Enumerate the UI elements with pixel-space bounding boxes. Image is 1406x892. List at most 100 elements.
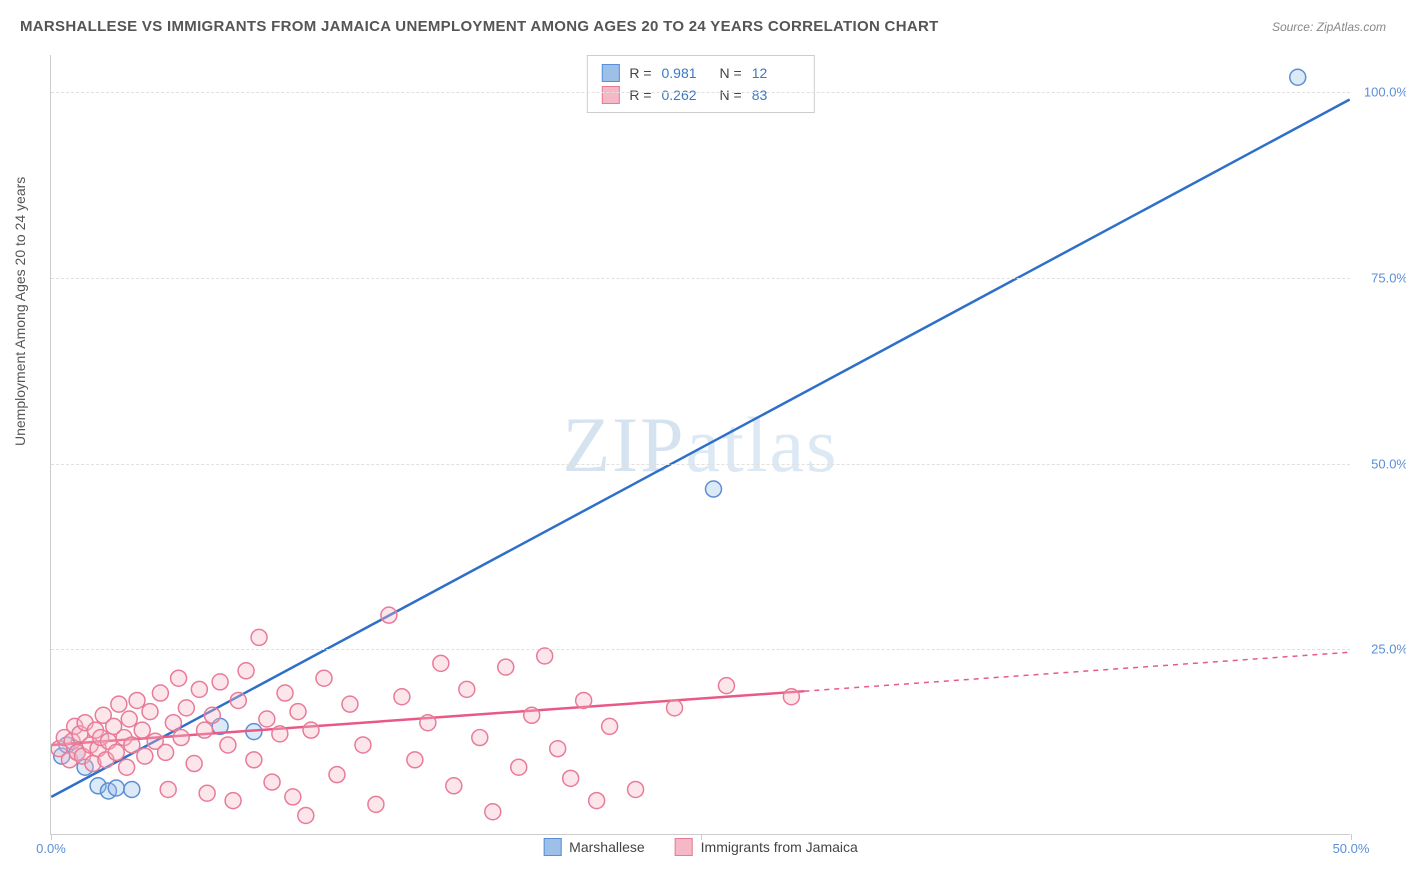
y-tick-label: 50.0%	[1371, 456, 1406, 471]
scatter-point	[178, 700, 194, 716]
scatter-point	[246, 724, 262, 740]
scatter-point	[173, 730, 189, 746]
scatter-point	[537, 648, 553, 664]
scatter-point	[212, 674, 228, 690]
stat-n-label: N =	[720, 87, 742, 103]
gridline-h	[51, 92, 1350, 93]
scatter-point	[498, 659, 514, 675]
scatter-point	[90, 778, 106, 794]
scatter-point	[197, 722, 213, 738]
scatter-point	[171, 670, 187, 686]
scatter-point	[147, 733, 163, 749]
scatter-point	[602, 718, 618, 734]
source-attribution: Source: ZipAtlas.com	[1272, 20, 1386, 34]
scatter-point	[158, 744, 174, 760]
scatter-point	[54, 748, 70, 764]
scatter-point	[77, 715, 93, 731]
scatter-point	[191, 681, 207, 697]
scatter-point	[212, 718, 228, 734]
scatter-point	[576, 692, 592, 708]
scatter-point	[160, 781, 176, 797]
scatter-point	[316, 670, 332, 686]
chart-title: MARSHALLESE VS IMMIGRANTS FROM JAMAICA U…	[20, 18, 939, 35]
scatter-point	[186, 756, 202, 772]
x-tick-label: 0.0%	[36, 841, 66, 856]
scatter-point	[718, 678, 734, 694]
scatter-point	[90, 741, 106, 757]
scatter-point	[75, 748, 91, 764]
legend-label: Immigrants from Jamaica	[701, 839, 858, 855]
plot-area: ZIPatlas R =0.981N =12R =0.262N =83 Mars…	[50, 55, 1350, 835]
scatter-point	[98, 752, 114, 768]
gridline-h	[51, 649, 1350, 650]
scatter-point	[783, 689, 799, 705]
scatter-point	[407, 752, 423, 768]
x-tick	[1351, 834, 1352, 840]
gridline-h	[51, 278, 1350, 279]
watermark-bold: ZIP	[563, 401, 686, 488]
watermark: ZIPatlas	[563, 400, 839, 490]
scatter-point	[1290, 69, 1306, 85]
watermark-thin: atlas	[686, 401, 839, 488]
scatter-point	[355, 737, 371, 753]
scatter-point	[124, 737, 140, 753]
legend-swatch	[601, 64, 619, 82]
stats-row: R =0.981N =12	[601, 62, 799, 84]
legend-item: Immigrants from Jamaica	[675, 838, 858, 856]
x-tick	[51, 834, 52, 840]
scatter-point	[85, 756, 101, 772]
scatter-point	[69, 744, 85, 760]
scatter-point	[433, 655, 449, 671]
scatter-point	[381, 607, 397, 623]
scatter-point	[459, 681, 475, 697]
chart-header: MARSHALLESE VS IMMIGRANTS FROM JAMAICA U…	[20, 18, 1386, 35]
y-axis-title: Unemployment Among Ages 20 to 24 years	[12, 177, 28, 446]
scatter-point	[116, 730, 132, 746]
source-prefix: Source:	[1272, 20, 1317, 34]
scatter-point	[298, 807, 314, 823]
y-tick-label: 100.0%	[1364, 85, 1406, 100]
stats-row: R =0.262N =83	[601, 84, 799, 106]
scatter-point	[342, 696, 358, 712]
scatter-point	[93, 730, 109, 746]
scatter-point	[199, 785, 215, 801]
gridline-h	[51, 464, 1350, 465]
regression-line	[51, 100, 1349, 797]
scatter-point	[225, 793, 241, 809]
scatter-point	[667, 700, 683, 716]
x-tick	[701, 834, 702, 840]
scatter-point	[303, 722, 319, 738]
bottom-legend: MarshalleseImmigrants from Jamaica	[543, 838, 858, 856]
scatter-point	[368, 796, 384, 812]
scatter-point	[264, 774, 280, 790]
scatter-point	[108, 780, 124, 796]
scatter-point	[485, 804, 501, 820]
scatter-point	[77, 759, 93, 775]
scatter-point	[285, 789, 301, 805]
scatter-point	[72, 726, 88, 742]
scatter-point	[220, 737, 236, 753]
scatter-point	[165, 715, 181, 731]
scatter-point	[238, 663, 254, 679]
legend-swatch	[601, 86, 619, 104]
regression-line	[51, 691, 804, 745]
chart-svg	[51, 55, 1350, 834]
scatter-point	[246, 752, 262, 768]
stat-n-label: N =	[720, 65, 742, 81]
x-tick-label: 50.0%	[1333, 841, 1370, 856]
scatter-point	[277, 685, 293, 701]
legend-swatch	[675, 838, 693, 856]
scatter-point	[100, 783, 116, 799]
scatter-point	[230, 692, 246, 708]
scatter-point	[119, 759, 135, 775]
scatter-point	[290, 704, 306, 720]
scatter-point	[100, 733, 116, 749]
scatter-point	[394, 689, 410, 705]
scatter-point	[628, 781, 644, 797]
scatter-point	[137, 748, 153, 764]
scatter-point	[95, 707, 111, 723]
scatter-point	[550, 741, 566, 757]
stat-n-value: 83	[752, 87, 800, 103]
stat-r-label: R =	[629, 65, 651, 81]
scatter-point	[420, 715, 436, 731]
